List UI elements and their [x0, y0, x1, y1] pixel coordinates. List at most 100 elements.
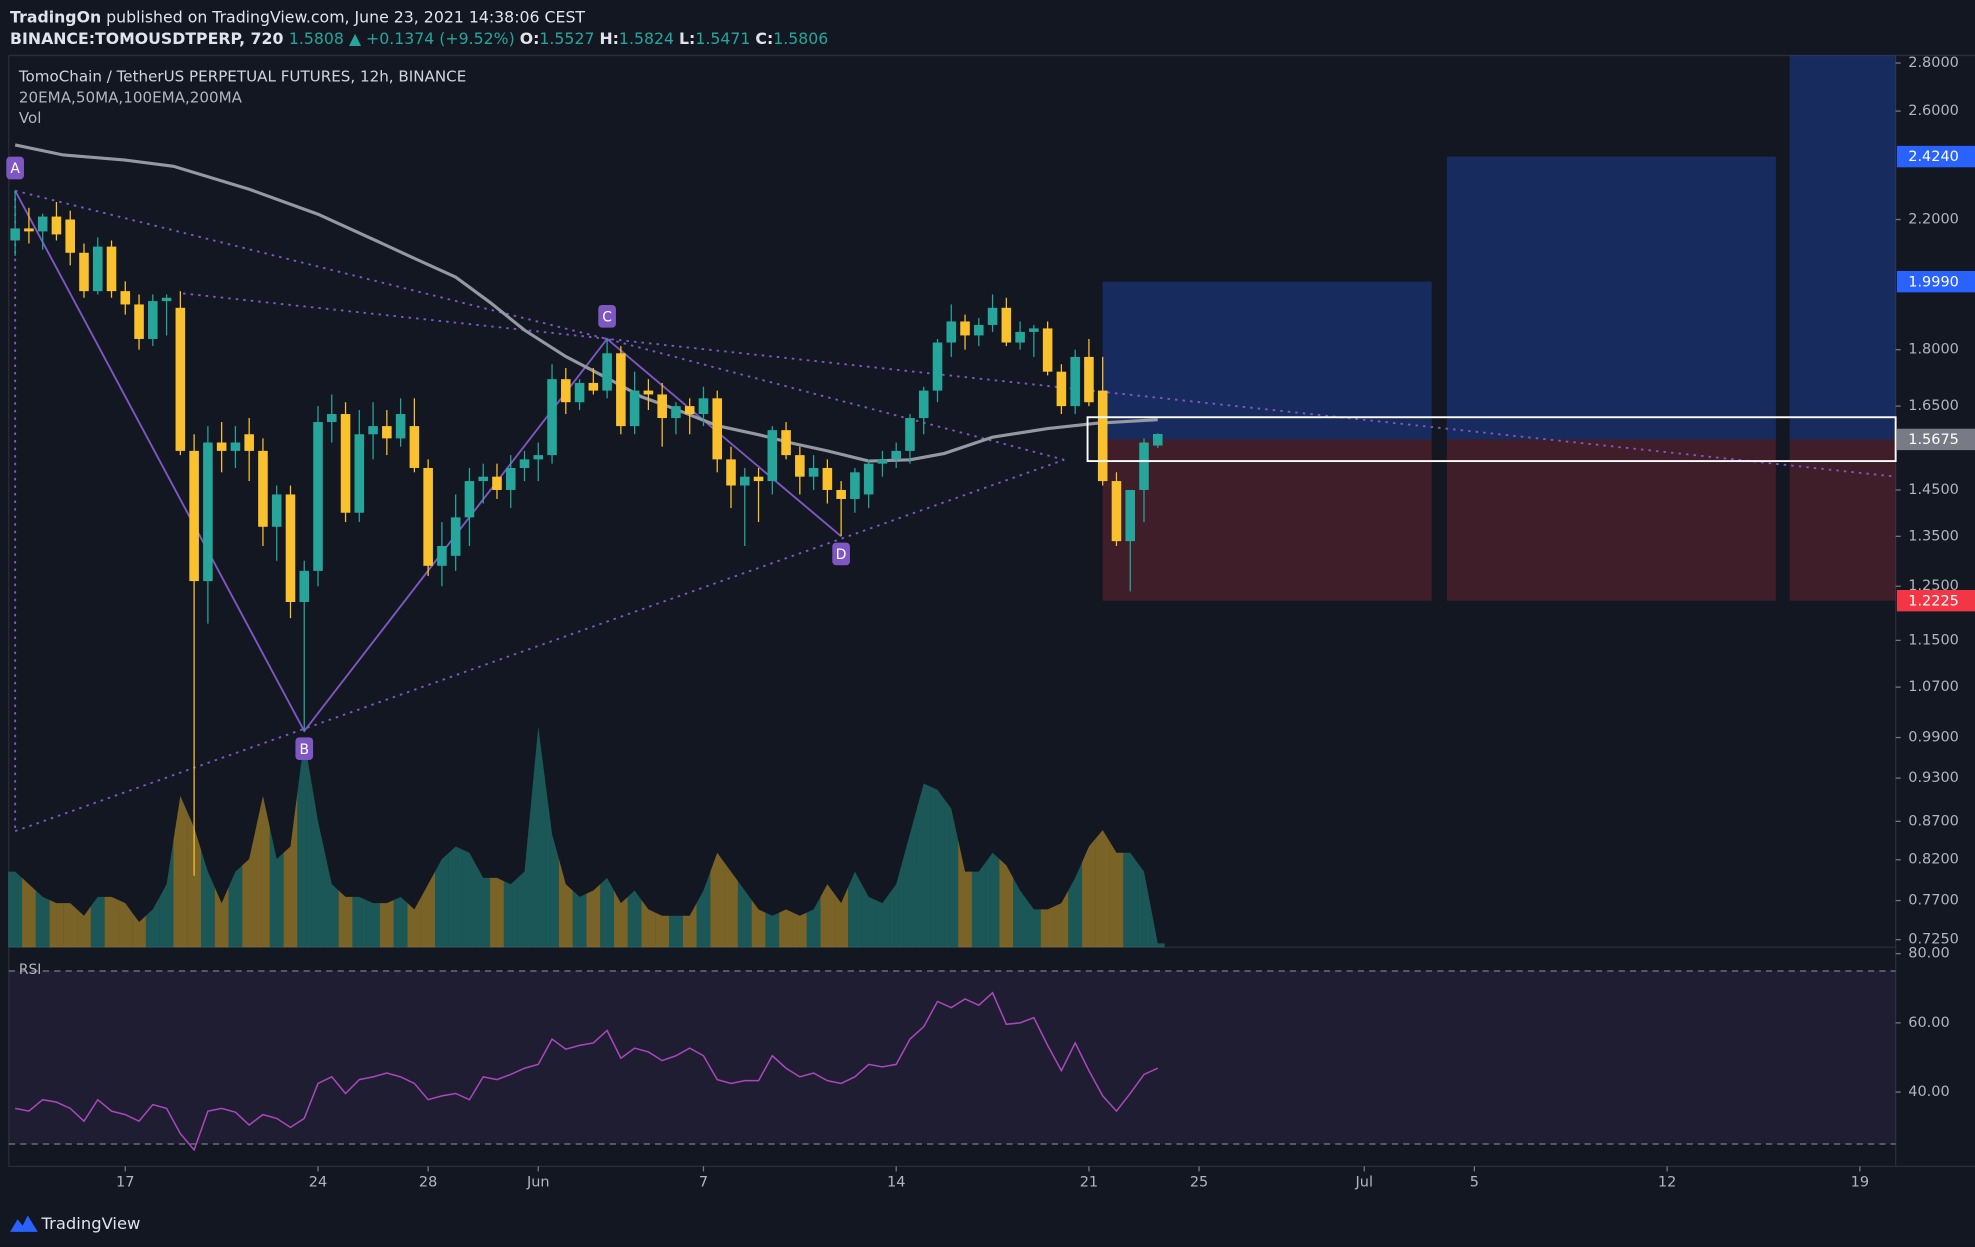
- candle-body: [671, 406, 681, 419]
- candle-body: [932, 342, 943, 391]
- candle-body: [189, 450, 199, 582]
- price-label: 1.5675: [1908, 432, 1959, 448]
- candle-body: [547, 379, 557, 456]
- candle-body: [299, 570, 310, 603]
- rsi-tick-label: 40.00: [1908, 1084, 1949, 1100]
- y-tick-label: 0.7700: [1908, 893, 1959, 909]
- volume: [875, 893, 890, 948]
- price-label-box: [1896, 145, 1975, 168]
- volume: [545, 780, 559, 948]
- x-tick-label: 12: [1658, 1175, 1676, 1191]
- candle-body: [808, 467, 819, 477]
- publish-line: TradingOn published on TradingView.com, …: [10, 7, 585, 26]
- c-label: C:: [755, 29, 773, 48]
- symbol: BINANCE:TOMOUSDTPERP, 720: [10, 29, 289, 48]
- candle-body: [51, 216, 62, 235]
- volume: [600, 877, 614, 948]
- candle-body: [822, 467, 833, 490]
- candle-body: [1070, 356, 1080, 407]
- arrow: ▲: [344, 29, 366, 48]
- volume: [682, 903, 697, 948]
- volume: [63, 903, 78, 948]
- y-tick-label: 2.2000: [1908, 211, 1959, 227]
- rsi-tick-label: 60.00: [1908, 1015, 1949, 1031]
- volume: [22, 877, 36, 948]
- candle-body: [698, 398, 709, 415]
- l-label: L:: [679, 29, 695, 48]
- y-tick-label: 0.8200: [1908, 852, 1959, 868]
- volume: [1123, 852, 1138, 948]
- volume: [476, 865, 491, 948]
- candle-body: [588, 382, 599, 391]
- y-tick-label: 0.9900: [1908, 730, 1959, 746]
- x-tick-label: 25: [1190, 1175, 1208, 1191]
- volume: [1068, 862, 1083, 948]
- candle-body: [203, 442, 213, 582]
- volume: [90, 896, 105, 948]
- volume: [1150, 907, 1165, 948]
- volume: [848, 871, 862, 948]
- candle-body: [216, 442, 227, 451]
- stop-zone: [1789, 439, 1896, 601]
- published: published on TradingView.com, June 23, 2…: [101, 7, 585, 26]
- volume: [77, 906, 91, 948]
- volume: [889, 859, 904, 948]
- low: 1.5471: [695, 29, 755, 48]
- last-price: 1.5808: [289, 29, 344, 48]
- volume: [379, 899, 394, 948]
- pattern-point: [6, 156, 24, 180]
- volume: [586, 884, 601, 948]
- volume: [958, 840, 972, 948]
- volume: [228, 865, 243, 948]
- candle-body: [382, 426, 392, 439]
- legend-title: TomoChain / TetherUS PERPETUAL FUTURES, …: [18, 67, 466, 85]
- candle-body: [574, 382, 585, 403]
- volume: [1095, 830, 1110, 948]
- rsi-band: [8, 970, 1896, 1145]
- volume: [724, 862, 738, 948]
- candle-body: [340, 414, 351, 513]
- candle-body: [1139, 442, 1149, 490]
- candle-body: [1029, 328, 1039, 332]
- candle-body: [437, 546, 447, 566]
- candle-body: [767, 430, 778, 482]
- volume: [1137, 862, 1151, 948]
- candle-body: [1015, 331, 1025, 343]
- stop-zone: [1446, 439, 1776, 601]
- candle-body: [836, 489, 846, 499]
- open: 1.5527: [539, 29, 599, 48]
- pattern-point: [295, 737, 314, 760]
- symbol-line: BINANCE:TOMOUSDTPERP, 720 1.5808 ▲ +0.13…: [10, 29, 828, 48]
- volume: [971, 862, 986, 948]
- volume: [145, 896, 160, 948]
- volume: [641, 899, 656, 948]
- x-tick-label: 14: [887, 1175, 905, 1191]
- volume: [173, 796, 188, 948]
- candle-body: [244, 434, 254, 451]
- legend-volume: Vol: [19, 109, 42, 127]
- volume: [421, 871, 436, 948]
- brand: TradingView: [41, 1214, 141, 1233]
- stop-zone: [1102, 439, 1432, 601]
- volume: [187, 811, 201, 948]
- candle-body: [395, 414, 406, 439]
- candle-body: [519, 459, 530, 468]
- high: 1.5824: [619, 29, 679, 48]
- x-tick-label: 24: [309, 1175, 327, 1191]
- x-tick-label: 28: [419, 1175, 437, 1191]
- volume: [655, 912, 670, 948]
- volume: [118, 899, 133, 948]
- volume: [696, 871, 711, 948]
- volume: [352, 896, 367, 948]
- candle-body: [850, 472, 860, 499]
- volume: [1026, 899, 1041, 948]
- volume: [490, 877, 504, 948]
- volume: [407, 896, 422, 948]
- volume: [1040, 906, 1055, 948]
- x-tick-label: 5: [1470, 1175, 1479, 1191]
- x-tick-label: 21: [1080, 1175, 1098, 1191]
- volume: [669, 915, 683, 948]
- volume: [779, 909, 793, 948]
- candle-body: [285, 494, 296, 603]
- candle-body: [753, 476, 764, 482]
